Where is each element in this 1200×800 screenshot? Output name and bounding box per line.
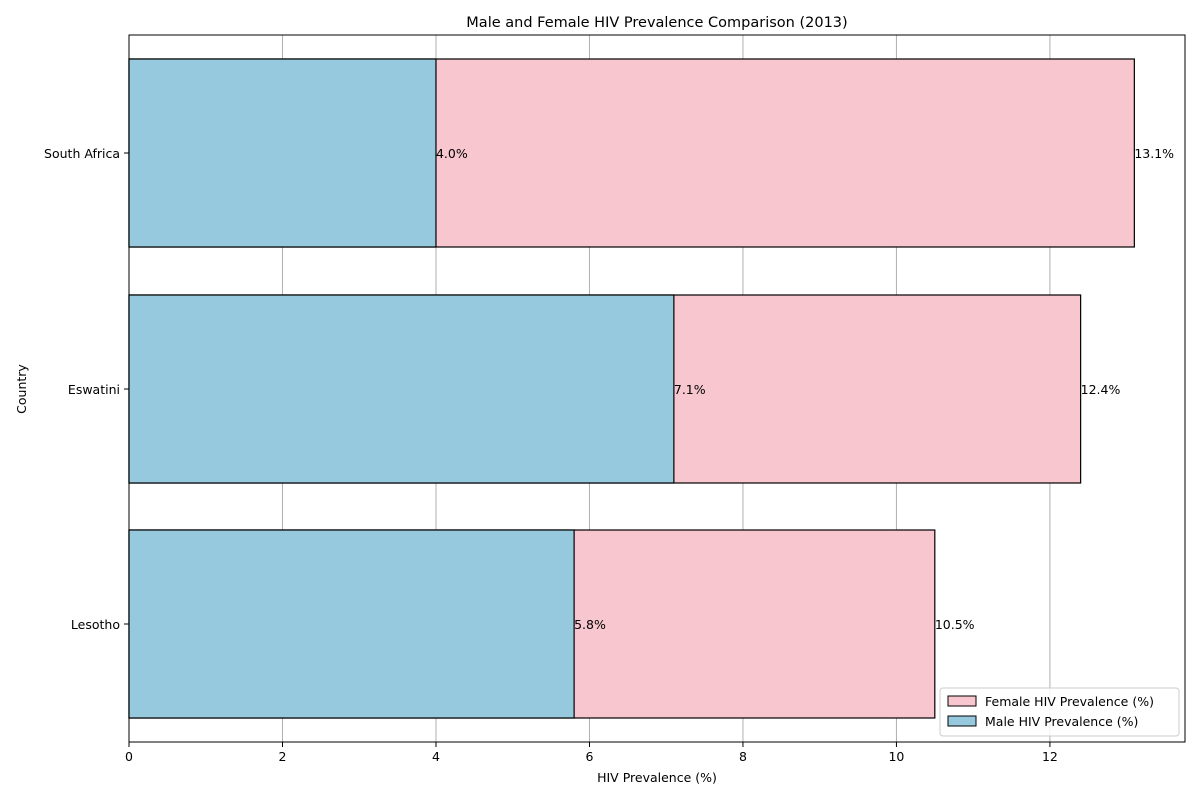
- y-axis-ticks: South Africa Eswatini Lesotho: [44, 146, 129, 632]
- legend-swatch: [947, 715, 977, 727]
- x-tick-label: 8: [739, 749, 747, 764]
- x-axis-label: HIV Prevalence (%): [597, 770, 717, 785]
- bar-male: [128, 529, 575, 719]
- x-tick-label: 4: [432, 749, 440, 764]
- data-label-female: 10.5%: [935, 617, 975, 632]
- data-label-female: 12.4%: [1081, 382, 1121, 397]
- data-label-male: 4.0%: [436, 146, 468, 161]
- x-axis-ticks: 0 2 4 6 8 10 12: [125, 742, 1058, 764]
- data-labels: 4.0% 13.1% 7.1% 12.4% 5.8% 10.5%: [436, 146, 1174, 632]
- x-tick-label: 2: [279, 749, 287, 764]
- bar-male: [128, 294, 675, 484]
- legend-swatch: [947, 695, 977, 707]
- bars: [128, 58, 1135, 719]
- chart-title: Male and Female HIV Prevalence Compariso…: [466, 15, 847, 31]
- y-tick-label: South Africa: [44, 146, 120, 161]
- x-tick-label: 0: [125, 749, 133, 764]
- y-tick-label: Lesotho: [71, 617, 120, 632]
- x-tick-label: 12: [1042, 749, 1058, 764]
- x-tick-label: 10: [888, 749, 904, 764]
- data-label-male: 7.1%: [674, 382, 706, 397]
- y-tick-label: Eswatini: [68, 382, 120, 397]
- legend-label: Male HIV Prevalence (%): [985, 714, 1138, 729]
- bar-male: [128, 58, 437, 248]
- data-label-male: 5.8%: [574, 617, 606, 632]
- legend-box: [939, 687, 1180, 737]
- legend-label: Female HIV Prevalence (%): [985, 694, 1154, 709]
- y-axis-label: Country: [14, 364, 29, 414]
- legend: Female HIV Prevalence (%) Male HIV Preval…: [939, 687, 1180, 737]
- data-label-female: 13.1%: [1134, 146, 1174, 161]
- x-tick-label: 6: [585, 749, 593, 764]
